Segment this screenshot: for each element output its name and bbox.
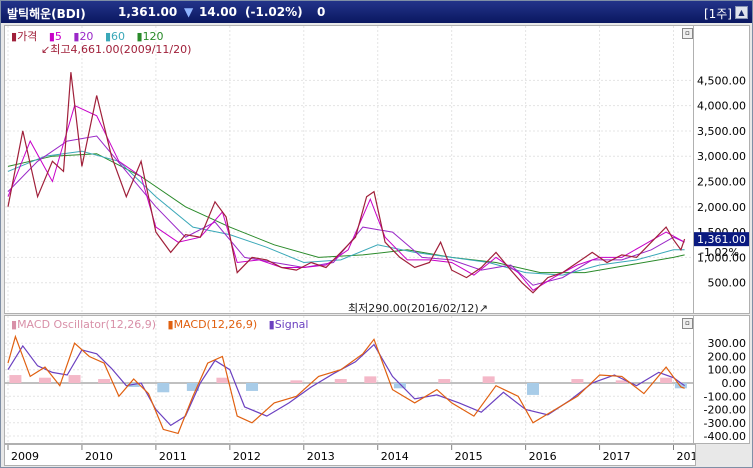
date-tick-label: 2010 xyxy=(85,450,113,463)
oscillator-bar xyxy=(527,383,540,395)
oscillator-bar xyxy=(246,383,259,391)
legend-price[interactable]: ▮가격 xyxy=(11,30,38,43)
low-annotation: 최저290.00(2016/02/12)↗ xyxy=(348,302,488,314)
legend-ma5[interactable]: ▮5 xyxy=(48,30,62,43)
price-chart-pane[interactable]: ▮가격 ▮5 ▮20 ▮60 ▮120 ↙최고4,661.00(2009/11/… xyxy=(4,25,696,314)
close-macd-pane-icon[interactable]: ▫ xyxy=(682,318,693,329)
macd-tick-label: -400.00 xyxy=(704,430,746,443)
legend-signal[interactable]: ▮Signal xyxy=(268,318,309,331)
macd-tick-label: 300.00 xyxy=(708,337,747,350)
oscillator-bar xyxy=(68,375,81,383)
series-line-ma60 xyxy=(7,150,685,276)
date-tick-label: 2011 xyxy=(159,450,187,463)
date-tick-label: 2013 xyxy=(307,450,335,463)
oscillator-bar xyxy=(571,379,584,383)
volume: 0 xyxy=(317,5,326,19)
macd-axis: 300.00 200.00 100.00 0.00 -100.00 -200.00 -300… xyxy=(693,315,750,444)
oscillator-bar xyxy=(157,383,170,393)
current-pct-label: -1.02% xyxy=(700,246,739,259)
price-tick-label: 3,000.00 xyxy=(697,150,746,163)
price-tick-label: 1,000.00 xyxy=(697,251,746,264)
oscillator-bar xyxy=(334,379,347,383)
oscillator-bar xyxy=(364,376,377,383)
price-tick-label: 2,500.00 xyxy=(697,176,746,189)
date-tick-label: 2016 xyxy=(529,450,557,463)
legend-ma60[interactable]: ▮60 xyxy=(104,30,125,43)
date-tick-label: 2015 xyxy=(455,450,483,463)
oscillator-bar xyxy=(290,380,303,383)
macd-tick-label: 0.00 xyxy=(722,377,747,390)
oscillator-bar xyxy=(216,377,229,383)
series-line-ma120 xyxy=(7,153,685,274)
oscillator-bar xyxy=(98,379,111,383)
date-tick-label: 2014 xyxy=(381,450,409,463)
down-arrow-icon: ▼ xyxy=(184,5,194,19)
oscillator-bar xyxy=(660,377,673,383)
oscillator-bar xyxy=(127,383,140,387)
date-tick-label: 2018 xyxy=(677,450,695,463)
price-tick-label: 4,500.00 xyxy=(697,74,746,87)
instrument-name: 발틱해운(BDI) xyxy=(7,7,86,21)
macd-chart xyxy=(5,316,695,443)
date-tick-label: 2017 xyxy=(603,450,631,463)
series-line-price xyxy=(7,72,686,294)
oscillator-bar xyxy=(186,383,199,391)
period-tab[interactable]: [1주] xyxy=(703,7,732,21)
date-tick-label: 2012 xyxy=(233,450,261,463)
date-tick-label: 2009 xyxy=(11,450,39,463)
macd-tick-label: -200.00 xyxy=(704,404,746,417)
price-change-pct: (-1.02%) xyxy=(245,5,303,19)
price-tick-label: 4,000.00 xyxy=(697,100,746,113)
series-line-macd xyxy=(7,334,685,435)
macd-legend: ▮MACD Oscillator(12,26,9) ▮MACD(12,26,9)… xyxy=(11,318,316,331)
high-annotation: ↙최고4,661.00(2009/11/20) xyxy=(41,43,192,56)
oscillator-bar xyxy=(674,383,687,389)
price-axis-labels: 500.001,000.001,500.002,000.002,500.003,… xyxy=(694,74,749,290)
macd-axis-labels: 300.00200.00100.000.00-100.00-200.00-300… xyxy=(704,337,747,443)
series-line-ma5 xyxy=(7,104,685,291)
price-tick-label: 500.00 xyxy=(708,277,747,290)
legend-ma20[interactable]: ▮20 xyxy=(73,30,94,43)
legend-ma120[interactable]: ▮120 xyxy=(136,30,164,43)
price-change: 14.00 xyxy=(199,5,237,19)
price-tick-label: 2,000.00 xyxy=(697,201,746,214)
last-price: 1,361.00 xyxy=(118,5,178,19)
price-chart xyxy=(5,26,695,313)
macd-tick-label: -100.00 xyxy=(704,390,746,403)
macd-tick-label: 200.00 xyxy=(708,350,747,363)
macd-tick-label: -300.00 xyxy=(704,417,746,430)
oscillator-bar xyxy=(438,379,451,383)
current-price-tag xyxy=(694,232,749,247)
date-axis: 2009 2010 2011 2012 2013 2014 2015 2016 2017 2018 xyxy=(4,444,705,466)
legend-macd[interactable]: ▮MACD(12,26,9) xyxy=(167,318,258,331)
macd-tick-label: 100.00 xyxy=(708,364,747,377)
price-axis: 500.001,000.001,500.002,000.002,500.003,… xyxy=(693,25,750,314)
macd-chart-pane[interactable]: ▮MACD Oscillator(12,26,9) ▮MACD(12,26,9)… xyxy=(4,315,696,444)
oscillator-bar xyxy=(9,375,22,383)
price-tick-label: 3,500.00 xyxy=(697,125,746,138)
close-pane-icon[interactable]: ▫ xyxy=(682,28,693,39)
title-bar: 발틱해운(BDI) 1,361.00 ▼ 14.00 (-1.02%) 0 [1… xyxy=(1,1,752,23)
oscillator-bar xyxy=(615,380,628,383)
current-price-label: 1,361.00 xyxy=(697,233,746,246)
date-axis-labels: 2009 2010 2011 2012 2013 2014 2015 2016 2017 2018 xyxy=(7,445,705,463)
oscillator-bar xyxy=(38,377,51,383)
scroll-up-icon[interactable]: ▲ xyxy=(735,6,748,19)
legend-macd-osc[interactable]: ▮MACD Oscillator(12,26,9) xyxy=(11,318,157,331)
price-legend: ▮가격 ▮5 ▮20 ▮60 ▮120 xyxy=(11,28,172,44)
oscillator-bar xyxy=(482,376,495,383)
oscillator-bar xyxy=(393,383,406,389)
